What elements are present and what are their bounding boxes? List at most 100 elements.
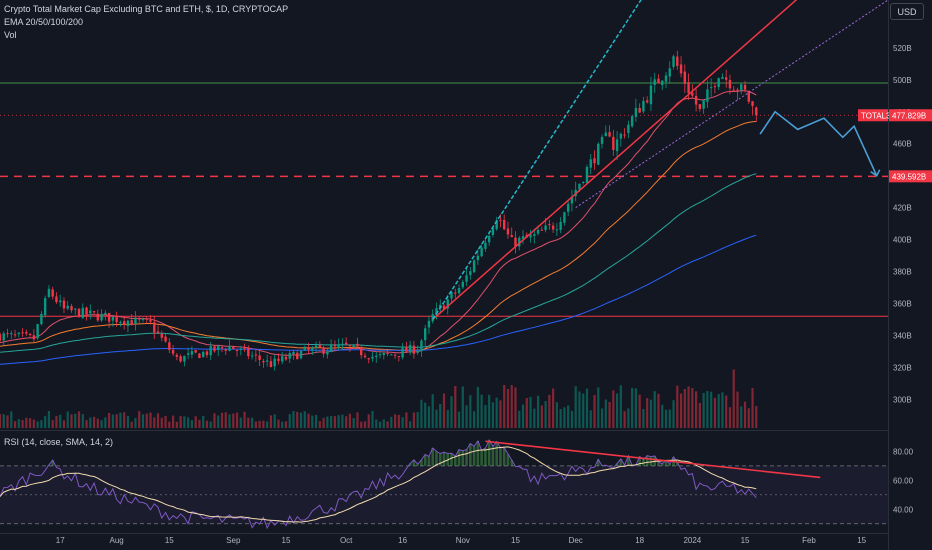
support-price-label: 439.592B (892, 172, 926, 181)
candle-body (627, 124, 630, 134)
candle-body (55, 296, 58, 303)
volume-bar (115, 414, 118, 428)
candle-body (138, 317, 141, 320)
candle-body (435, 308, 438, 316)
volume-bar (736, 391, 739, 428)
candle-body (514, 237, 517, 247)
candle-body (341, 343, 344, 345)
volume-bar (540, 405, 543, 428)
volume-bar (262, 420, 265, 428)
volume-bar (608, 401, 611, 428)
candle-body (559, 222, 562, 230)
price-axis-label: 400B (893, 236, 912, 245)
candle-body (337, 344, 340, 347)
candle-body (476, 255, 480, 261)
candle-body (721, 77, 724, 79)
volume-bar (187, 417, 190, 428)
candle-body (183, 355, 186, 362)
candle-body (661, 80, 664, 86)
volume-bar (288, 414, 291, 428)
time-axis-label: Aug (110, 536, 124, 545)
volume-bar (457, 411, 461, 428)
rsi-axis-label: 80.00 (893, 447, 914, 456)
candle-body (510, 235, 513, 238)
candle-body (645, 100, 649, 103)
candle-body (634, 107, 638, 117)
current-price-tag (889, 109, 932, 122)
candle-body (209, 346, 212, 356)
volume-bar (510, 385, 513, 428)
projection-arrowhead (870, 169, 881, 177)
candle-body (461, 281, 465, 288)
volume-bar (740, 406, 743, 428)
rsi-divergence-line (485, 440, 821, 479)
time-axis-label: 15 (282, 536, 291, 545)
volume-bar (725, 395, 728, 428)
volume-bar (536, 395, 540, 428)
candle-body (457, 288, 461, 294)
ema-20-line (0, 90, 757, 356)
candle-body (104, 312, 107, 315)
candle-body (423, 328, 427, 341)
candle-body (213, 346, 216, 352)
volume-bar (235, 412, 239, 428)
candle-body (589, 159, 592, 168)
volume-bar (17, 419, 20, 428)
candle-body (130, 320, 133, 326)
volume-bar (514, 387, 517, 428)
volume-bar (299, 412, 303, 428)
volume-bar (567, 405, 570, 428)
volume-bar (533, 408, 536, 428)
volume-bar (755, 406, 758, 428)
candle-body (491, 228, 495, 235)
volume-bar (126, 415, 130, 428)
candle-body (164, 336, 167, 342)
volume-bar (134, 417, 137, 428)
candle-body (51, 289, 54, 297)
volume-bar (96, 418, 99, 428)
channel-trendline (432, 0, 642, 320)
candle-body (307, 348, 310, 350)
volume-bar (337, 415, 340, 428)
time-axis-label: Oct (340, 536, 353, 545)
volume-bar (44, 416, 47, 428)
candle-body (401, 347, 404, 358)
volume-bar (175, 421, 178, 428)
candle-body (205, 351, 209, 356)
volume-bar (386, 421, 389, 428)
candle-body (250, 355, 254, 357)
volume-bar (258, 420, 261, 428)
candle-body (465, 275, 468, 282)
time-axis-label: 15 (741, 536, 750, 545)
volume-bar (284, 421, 288, 428)
candle-body (160, 333, 163, 338)
candle-body (657, 78, 660, 84)
candle-body (390, 354, 393, 356)
candle-body (235, 350, 239, 352)
volume-bar (390, 416, 393, 428)
candle-body (25, 332, 28, 334)
volume-bar (81, 414, 84, 428)
volume-bar (303, 411, 306, 428)
volume-bar (311, 415, 314, 428)
volume-bar (123, 412, 126, 428)
candle-body (243, 347, 246, 349)
volume-bar (6, 415, 9, 428)
dotted-trendline (575, 0, 889, 209)
volume-bar (623, 411, 626, 428)
candle-body (728, 80, 732, 89)
candle-body (427, 320, 431, 328)
candle-body (10, 333, 13, 335)
price-axis-label: 320B (893, 363, 912, 372)
candle-body (96, 313, 100, 321)
currency-button[interactable]: USD (890, 3, 924, 20)
candle-body (649, 85, 653, 105)
candle-body (326, 351, 329, 355)
candle-body (503, 219, 506, 230)
volume-bar (721, 392, 724, 428)
volume-bar (360, 421, 363, 428)
candle-body (566, 203, 570, 212)
candle-body (375, 355, 378, 357)
volume-bar (62, 420, 66, 428)
